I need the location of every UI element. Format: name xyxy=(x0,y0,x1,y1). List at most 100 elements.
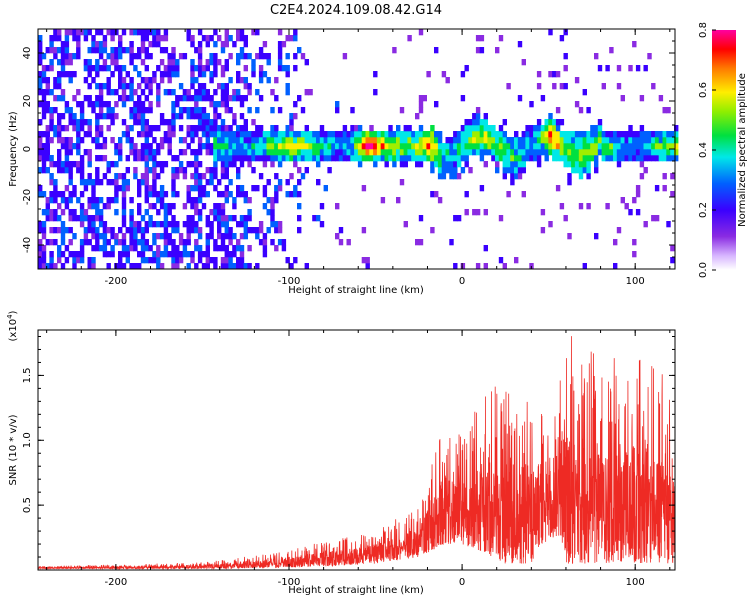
spectrogram-cell xyxy=(190,203,195,210)
spectrogram-cell xyxy=(72,125,77,132)
spectrogram-cell xyxy=(517,155,523,162)
spectrogram-cell xyxy=(118,251,123,258)
spectrogram-cell xyxy=(472,131,477,138)
spectrogram-cell xyxy=(64,203,70,210)
spectrogram-cell xyxy=(57,245,62,252)
spectrogram-cell xyxy=(95,29,100,36)
spectrogram-cell xyxy=(540,137,546,144)
spectrogram-cell xyxy=(270,143,275,150)
spectrogram-cell xyxy=(472,119,477,126)
spectrogram-cell xyxy=(319,155,325,162)
spectrogram-cell xyxy=(239,95,245,102)
spectrogram-cell xyxy=(64,257,70,264)
spectrogram-cell xyxy=(156,125,161,132)
spectrogram-cell xyxy=(251,155,256,162)
spectrogram-cell xyxy=(335,203,340,210)
spectrogram-cell xyxy=(152,251,157,258)
spectrogram-cell xyxy=(426,131,431,138)
spectrogram-cell xyxy=(95,173,100,180)
spectrogram-cell xyxy=(95,83,100,90)
spectrogram-cell xyxy=(571,131,576,138)
spectrogram-cell xyxy=(38,167,43,174)
spectrogram-cell xyxy=(205,221,210,228)
spectrogram-cell xyxy=(79,251,85,258)
spectrogram-cell xyxy=(129,95,134,102)
spectrogram-cell xyxy=(118,137,123,144)
spectrogram-cell xyxy=(434,161,439,168)
spectrogram-cell xyxy=(529,155,534,162)
spectrogram-cell xyxy=(95,245,100,252)
spectrogram-cell xyxy=(201,185,207,192)
spectrogram-cell xyxy=(479,155,485,162)
spectrogram-cell xyxy=(201,125,207,132)
spectrogram-cell xyxy=(350,143,355,150)
spectrogram-cell xyxy=(251,59,256,66)
spectrogram-cell xyxy=(167,149,172,156)
spectrogram-cell xyxy=(137,119,142,126)
spectrogram-cell xyxy=(83,227,89,234)
spectrogram-cell xyxy=(159,263,165,270)
spectrogram-cell xyxy=(258,71,264,78)
spectrogram-cell xyxy=(121,191,127,198)
spectrogram-cell xyxy=(228,35,233,42)
spectrogram-cell xyxy=(597,119,603,126)
spectrogram-cell xyxy=(239,149,245,156)
spectrogram-cell xyxy=(129,233,134,240)
spectrogram-cell xyxy=(289,119,294,126)
spectrogram-cell xyxy=(224,143,229,150)
spectrogram-cell xyxy=(327,137,332,144)
spectrogram-cell xyxy=(228,227,233,234)
spectrogram-cell xyxy=(304,143,309,150)
spectrogram-cell xyxy=(98,221,104,228)
spectrogram-cell xyxy=(232,89,237,96)
spectrogram-cell xyxy=(258,239,264,246)
spectrogram-cell xyxy=(258,77,264,84)
spectrogram-cell xyxy=(64,143,70,150)
spectrogram-cell xyxy=(217,131,222,138)
spectrogram-cell xyxy=(205,263,210,270)
spectrogram-cell xyxy=(533,149,538,156)
spectrogram-cell xyxy=(152,233,157,240)
spectrogram-cell xyxy=(156,65,161,72)
spectrogram-cell xyxy=(76,41,81,48)
spectrogram-cell xyxy=(270,89,275,96)
spectrogram-cell xyxy=(403,137,408,144)
spectrogram-cell xyxy=(144,131,149,138)
spectrogram-cell xyxy=(79,167,85,174)
spectrogram-cell xyxy=(251,143,256,150)
spectrogram-cell xyxy=(548,149,553,156)
spectrogram-cell xyxy=(182,221,188,228)
spectrogram-cell xyxy=(613,239,618,246)
spectrogram-cell xyxy=(133,53,138,60)
spectrogram-cell xyxy=(102,203,108,210)
spectrogram-cell xyxy=(224,131,229,138)
spectrogram-cell xyxy=(567,137,572,144)
spectrogram-cell xyxy=(224,263,229,270)
spectrogram-cell xyxy=(624,137,629,144)
spectrogram-cell xyxy=(369,155,374,162)
spectrogram-cell xyxy=(102,113,108,120)
spectrogram-cell xyxy=(121,197,127,204)
spectrogram-cell xyxy=(384,137,389,144)
spectrogram-cell xyxy=(514,137,519,144)
spectrogram-cell xyxy=(118,53,123,60)
spectrogram-cell xyxy=(68,251,73,258)
spectrogram-cell xyxy=(125,71,130,78)
spectrogram-cell xyxy=(79,257,85,264)
spectrogram-cell xyxy=(129,221,134,228)
spectrogram-cell xyxy=(285,179,290,186)
spectrogram-cell xyxy=(616,143,622,150)
spectrogram-cell xyxy=(194,173,199,180)
spectrogram-cell xyxy=(114,191,119,198)
spectrogram-cell xyxy=(209,35,214,42)
spectrogram-cell xyxy=(567,233,572,240)
spectrogram-cell xyxy=(258,143,264,150)
spectrogram-cell xyxy=(197,185,203,192)
spectrogram-cell xyxy=(464,161,469,168)
spectrogram-cell xyxy=(437,131,443,138)
spectrogram-cell xyxy=(361,155,367,162)
spectrogram-cell xyxy=(643,149,648,156)
spectrogram-cell xyxy=(536,125,542,132)
spectrogram-cell xyxy=(498,143,504,150)
spectrogram-cell xyxy=(380,131,386,138)
